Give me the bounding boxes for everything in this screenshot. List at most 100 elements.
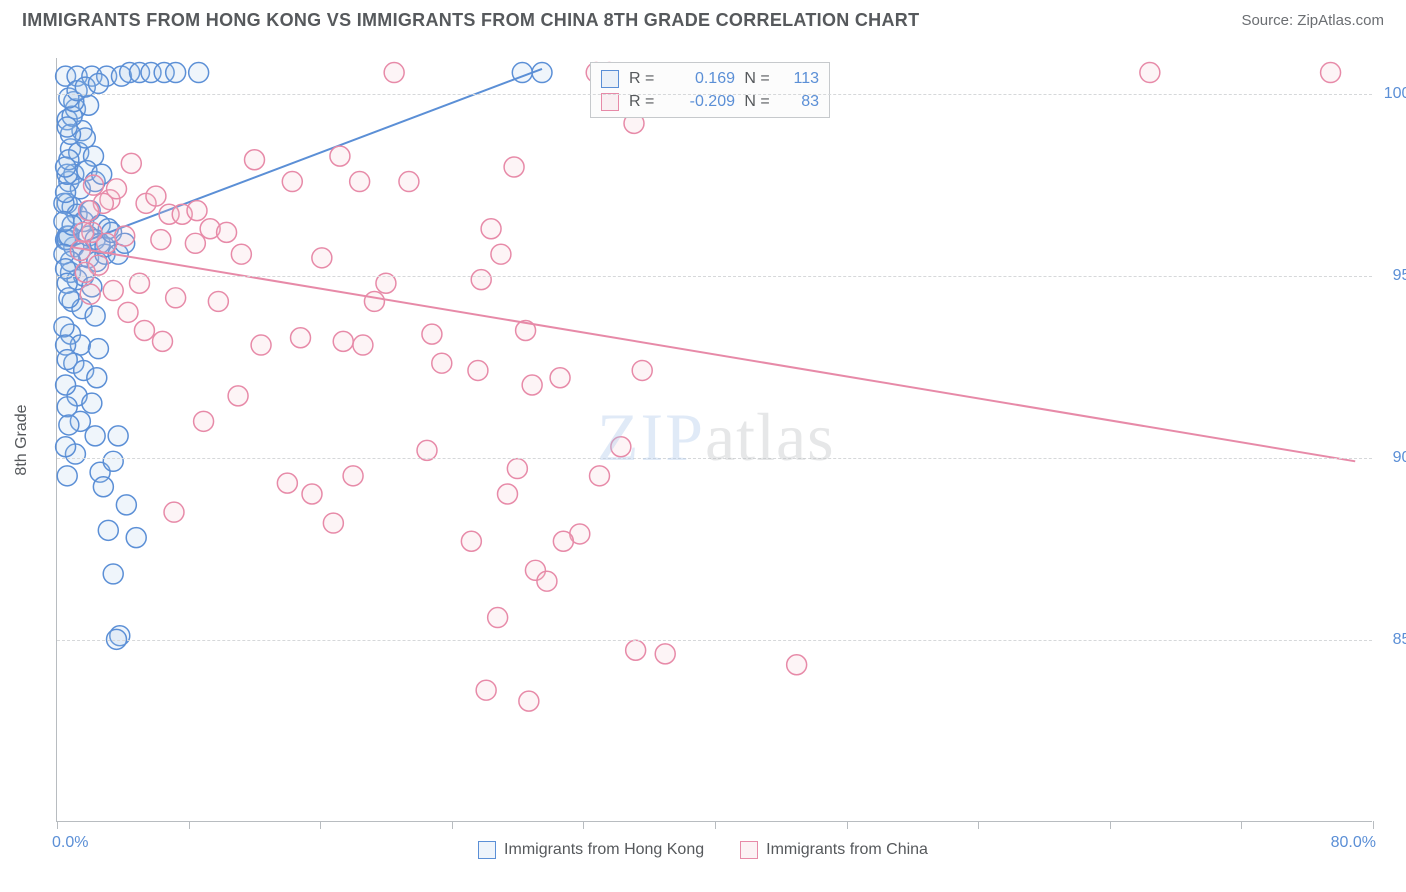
data-point [330, 146, 350, 166]
data-point [553, 531, 573, 551]
legend-swatch-icon [740, 841, 758, 859]
data-point [57, 350, 77, 370]
data-point [93, 477, 113, 497]
data-point [498, 484, 518, 504]
data-point [146, 186, 166, 206]
data-point [57, 466, 77, 486]
data-point [282, 172, 302, 192]
x-tick [320, 821, 321, 829]
gridline [57, 276, 1372, 277]
data-point [189, 63, 209, 83]
data-point [471, 270, 491, 290]
x-tick [978, 821, 979, 829]
data-point [118, 302, 138, 322]
data-point [75, 262, 95, 282]
x-tick [1373, 821, 1374, 829]
data-point [228, 386, 248, 406]
chart-svg [57, 58, 1372, 821]
data-point [277, 473, 297, 493]
data-point [164, 502, 184, 522]
y-tick-label: 100.0% [1378, 85, 1406, 103]
data-point [399, 172, 419, 192]
gridline [57, 640, 1372, 641]
gridline [57, 94, 1372, 95]
data-point [611, 437, 631, 457]
data-point [153, 331, 173, 351]
y-tick-label: 95.0% [1378, 267, 1406, 285]
data-point [85, 426, 105, 446]
x-tick [583, 821, 584, 829]
data-point [56, 375, 76, 395]
legend-item: Immigrants from Hong Kong [478, 841, 704, 859]
data-point [422, 324, 442, 344]
data-point [655, 644, 675, 664]
data-point [59, 415, 79, 435]
data-point [468, 360, 488, 380]
data-point [57, 397, 77, 417]
data-point [488, 608, 508, 628]
data-point [126, 528, 146, 548]
data-point [302, 484, 322, 504]
x-tick [452, 821, 453, 829]
data-point [166, 63, 186, 83]
r-label: R = [629, 67, 665, 90]
data-point [519, 691, 539, 711]
data-point [245, 150, 265, 170]
correlation-legend: R = 0.169 N = 113 R = -0.209 N = 83 [590, 62, 830, 118]
x-tick [189, 821, 190, 829]
data-point [323, 513, 343, 533]
data-point [88, 339, 108, 359]
legend-row: R = 0.169 N = 113 [601, 67, 819, 90]
data-point [504, 157, 524, 177]
data-point [151, 230, 171, 250]
legend-swatch-icon [478, 841, 496, 859]
data-point [87, 368, 107, 388]
n-value: 113 [779, 67, 819, 90]
data-point [80, 284, 100, 304]
data-point [481, 219, 501, 239]
data-point [384, 63, 404, 83]
data-point [74, 222, 94, 242]
legend-item: Immigrants from China [740, 841, 928, 859]
data-point [461, 531, 481, 551]
data-point [507, 459, 527, 479]
data-point [787, 655, 807, 675]
data-point [632, 360, 652, 380]
data-point [251, 335, 271, 355]
data-point [116, 495, 136, 515]
legend-label: Immigrants from Hong Kong [504, 841, 704, 859]
trend-line [71, 69, 542, 247]
data-point [88, 73, 108, 93]
data-point [54, 317, 74, 337]
data-point [54, 212, 74, 232]
data-point [590, 466, 610, 486]
data-point [1140, 63, 1160, 83]
data-point [82, 393, 102, 413]
data-point [98, 520, 118, 540]
x-tick [715, 821, 716, 829]
r-value: 0.169 [665, 67, 735, 90]
chart-title: IMMIGRANTS FROM HONG KONG VS IMMIGRANTS … [22, 10, 919, 31]
data-point [208, 291, 228, 311]
data-point [187, 201, 207, 221]
data-point [121, 153, 141, 173]
data-point [194, 411, 214, 431]
data-point [79, 201, 99, 221]
data-point [57, 117, 77, 137]
data-point [56, 157, 76, 177]
data-point [1321, 63, 1341, 83]
data-point [134, 321, 154, 341]
data-point [185, 233, 205, 253]
data-point [353, 335, 373, 355]
data-point [491, 244, 511, 264]
data-point [56, 437, 76, 457]
data-point [231, 244, 251, 264]
n-label: N = [735, 67, 779, 90]
data-point [217, 222, 237, 242]
data-point [84, 175, 104, 195]
chart-plot-area: R = 0.169 N = 113 R = -0.209 N = 83 85.0… [56, 58, 1372, 822]
data-point [350, 172, 370, 192]
data-point [343, 466, 363, 486]
data-point [115, 226, 135, 246]
data-point [103, 281, 123, 301]
